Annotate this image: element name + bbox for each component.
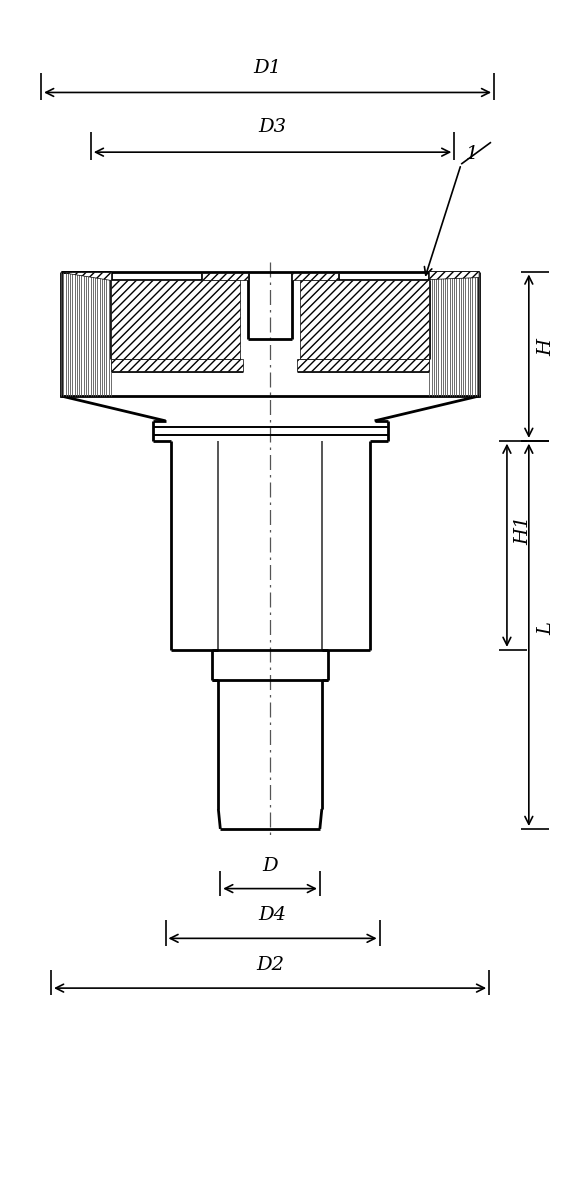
Polygon shape	[111, 359, 243, 371]
Text: D2: D2	[256, 956, 284, 974]
Text: H: H	[538, 340, 556, 356]
Text: D1: D1	[254, 59, 282, 77]
Text: H1: H1	[514, 516, 532, 545]
Text: L: L	[538, 622, 556, 635]
Text: 1: 1	[466, 145, 478, 163]
Polygon shape	[61, 271, 111, 280]
Text: D4: D4	[259, 906, 286, 924]
Polygon shape	[292, 272, 338, 280]
Polygon shape	[297, 359, 430, 371]
Text: D: D	[262, 857, 278, 875]
Polygon shape	[202, 272, 248, 280]
Polygon shape	[300, 280, 430, 359]
Text: D3: D3	[259, 119, 286, 137]
Polygon shape	[111, 280, 240, 359]
Polygon shape	[430, 271, 479, 280]
